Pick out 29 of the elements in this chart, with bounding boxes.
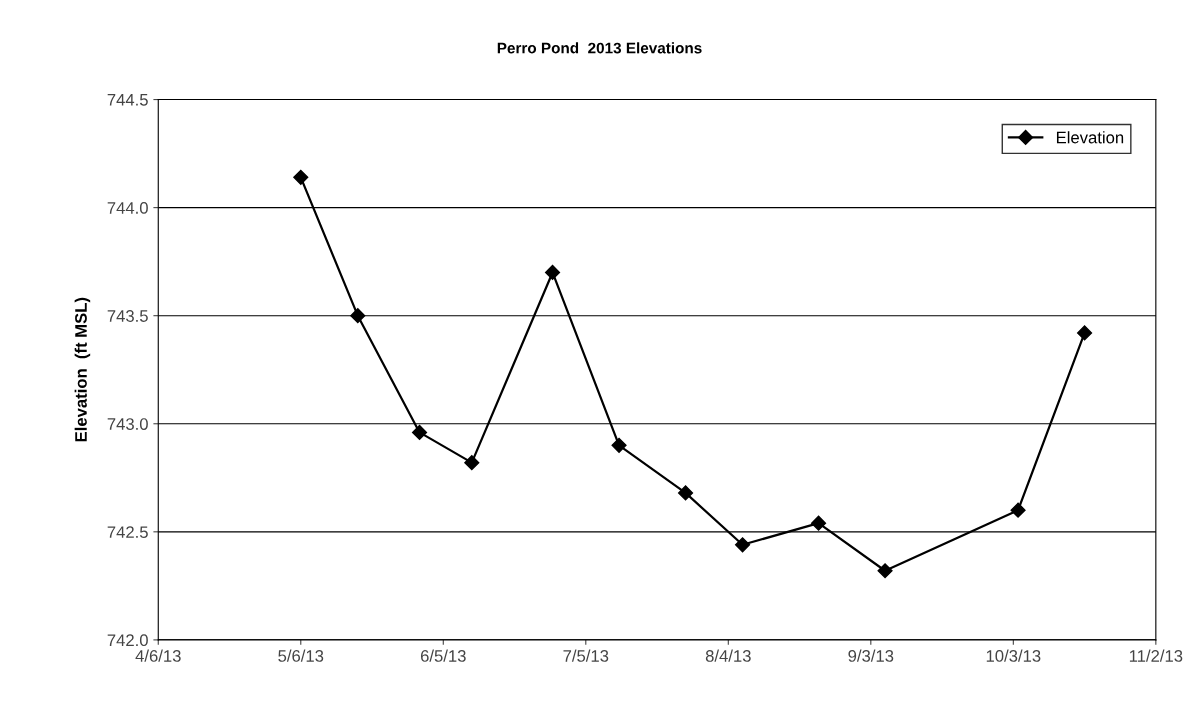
x-tick-label: 8/4/13 bbox=[705, 649, 751, 662]
y-tick-label: 743.5 bbox=[107, 310, 148, 322]
point bbox=[544, 264, 561, 281]
point bbox=[734, 537, 751, 553]
x-tick-label: 7/5/13 bbox=[563, 649, 609, 662]
x-tick-label: 10/3/13 bbox=[986, 649, 1041, 662]
point bbox=[677, 485, 694, 501]
y-axis-title: Elevation (ft MSL) bbox=[74, 297, 91, 442]
point bbox=[293, 169, 309, 185]
point bbox=[611, 437, 627, 453]
point bbox=[1077, 325, 1093, 341]
point bbox=[350, 308, 366, 324]
point bbox=[810, 515, 827, 531]
y-tick-label: 744.5 bbox=[107, 94, 148, 106]
point bbox=[411, 424, 428, 440]
y-tick-label: 742.0 bbox=[107, 634, 148, 647]
x-tick-label: 4/6/13 bbox=[135, 649, 181, 662]
x-tick-label: 11/2/13 bbox=[1129, 649, 1183, 662]
y-tick-label: 743.0 bbox=[107, 418, 148, 430]
chart-title: Perro Pond 2013 Elevations bbox=[497, 42, 702, 54]
point bbox=[1010, 502, 1026, 518]
y-tick-label: 742.5 bbox=[107, 526, 148, 539]
y-tick-label: 744.0 bbox=[107, 202, 148, 214]
x-tick-label: 9/3/13 bbox=[848, 649, 894, 662]
x-tick-label: 6/5/13 bbox=[420, 649, 466, 662]
legend-label: Elevation bbox=[1056, 131, 1124, 144]
x-tick-label: 5/6/13 bbox=[278, 649, 324, 662]
point bbox=[464, 455, 480, 471]
point bbox=[877, 563, 893, 579]
